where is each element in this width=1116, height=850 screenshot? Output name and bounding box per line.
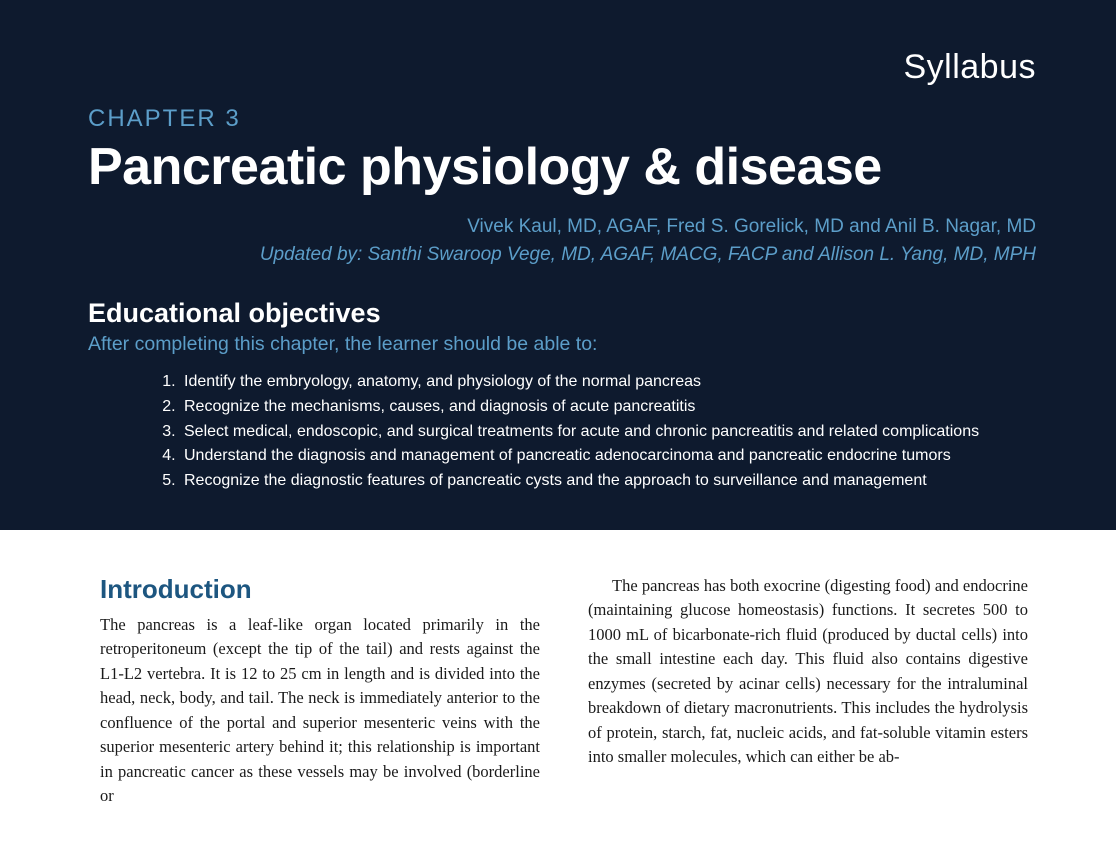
updated-by-line: Updated by: Santhi Swaroop Vege, MD, AGA…: [88, 241, 1036, 269]
objective-item: Identify the embryology, anatomy, and ph…: [180, 370, 1036, 395]
authors-block: Vivek Kaul, MD, AGAF, Fred S. Gorelick, …: [88, 213, 1036, 268]
body-paragraph: The pancreas has both exocrine (digestin…: [588, 574, 1028, 769]
intro-heading: Introduction: [100, 574, 540, 605]
objective-item: Recognize the mechanisms, causes, and di…: [180, 395, 1036, 420]
body-paragraph: The pancreas is a leaf-like organ locate…: [100, 613, 540, 808]
body-section: Introduction The pancreas is a leaf-like…: [0, 530, 1116, 808]
objectives-subheading: After completing this chapter, the learn…: [88, 333, 1036, 356]
chapter-title: Pancreatic physiology & disease: [88, 137, 1036, 197]
syllabus-label: Syllabus: [88, 48, 1036, 87]
objective-item: Recognize the diagnostic features of pan…: [180, 469, 1036, 494]
objectives-list: Identify the embryology, anatomy, and ph…: [88, 370, 1036, 494]
chapter-header: Syllabus CHAPTER 3 Pancreatic physiology…: [0, 0, 1116, 530]
column-left: Introduction The pancreas is a leaf-like…: [100, 574, 540, 808]
objectives-heading: Educational objectives: [88, 298, 1036, 329]
column-right: The pancreas has both exocrine (digestin…: [588, 574, 1028, 808]
objective-item: Understand the diagnosis and management …: [180, 444, 1036, 469]
authors-line: Vivek Kaul, MD, AGAF, Fred S. Gorelick, …: [467, 216, 1036, 237]
objective-item: Select medical, endoscopic, and surgical…: [180, 420, 1036, 445]
chapter-label: CHAPTER 3: [88, 105, 1036, 133]
